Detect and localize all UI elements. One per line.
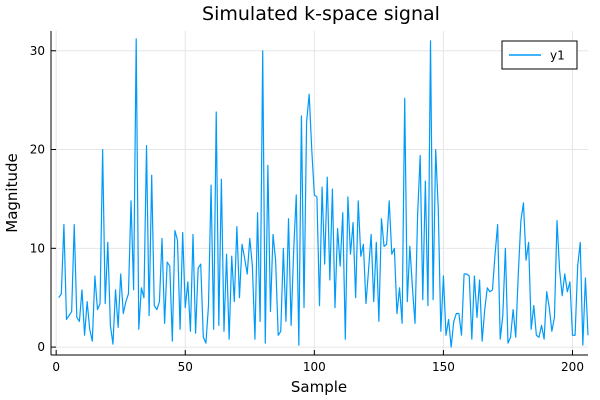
legend-label-y1: y1	[550, 49, 565, 63]
y-axis-label: Magnitude	[3, 153, 21, 232]
series-layer	[58, 38, 589, 348]
chart-title: Simulated k-space signal	[202, 3, 440, 25]
grid	[51, 31, 588, 355]
y-tick-label: 0	[37, 340, 45, 354]
x-axis-label: Sample	[291, 378, 347, 396]
x-tick-label: 0	[52, 360, 60, 374]
x-tick-label: 100	[303, 360, 326, 374]
y-tick-label: 10	[30, 241, 45, 255]
x-tick-label: 50	[178, 360, 193, 374]
series-line-y1	[58, 38, 589, 348]
y-tick-label: 20	[30, 143, 45, 157]
x-tick-label: 150	[432, 360, 455, 374]
y-tick-label: 30	[30, 44, 45, 58]
x-axis-ticks: 0 50 100 150 200	[52, 350, 584, 374]
legend: y1	[501, 40, 578, 70]
y-axis-ticks: 0 10 20 30	[30, 44, 56, 354]
x-tick-label: 200	[561, 360, 584, 374]
